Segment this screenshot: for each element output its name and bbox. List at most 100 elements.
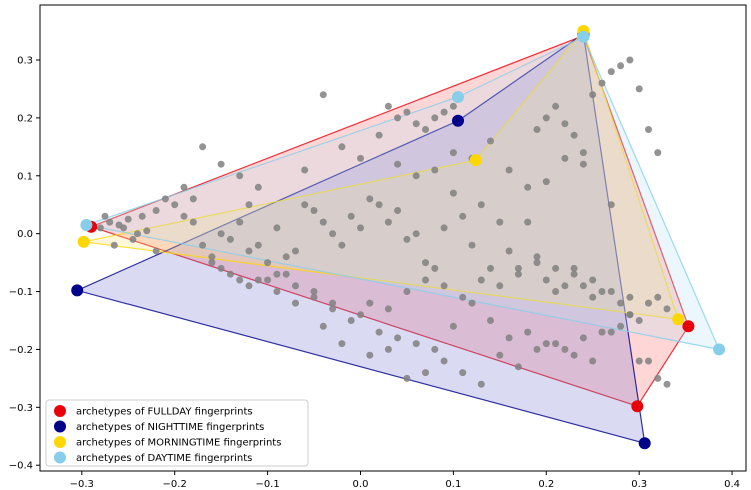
data-point xyxy=(310,207,318,214)
data-point xyxy=(645,126,652,133)
x-tick-label: 0.0 xyxy=(353,479,369,490)
data-point xyxy=(273,288,281,295)
data-point xyxy=(449,322,457,330)
data-point xyxy=(292,247,299,255)
data-point xyxy=(607,288,615,295)
data-point xyxy=(384,345,392,353)
data-point xyxy=(375,131,383,139)
data-point xyxy=(366,299,374,307)
data-point xyxy=(138,212,146,220)
data-point xyxy=(264,276,272,284)
data-point xyxy=(101,212,109,220)
data-point xyxy=(338,241,346,249)
data-point xyxy=(477,201,485,209)
legend-marker-1 xyxy=(54,420,66,433)
data-point xyxy=(626,311,634,319)
y-tick-label: 0.2 xyxy=(17,113,33,124)
data-point xyxy=(319,322,327,330)
data-point xyxy=(468,299,476,307)
data-point xyxy=(254,241,262,249)
data-point xyxy=(282,270,290,278)
data-point xyxy=(236,218,244,226)
data-point xyxy=(394,334,402,342)
data-point xyxy=(96,224,104,232)
data-point xyxy=(598,328,606,336)
data-point xyxy=(496,282,504,290)
data-point xyxy=(208,253,216,261)
data-point xyxy=(542,340,550,348)
data-point xyxy=(366,351,374,359)
data-point xyxy=(514,363,522,371)
data-point xyxy=(431,114,439,122)
data-point xyxy=(663,305,671,313)
data-point xyxy=(422,276,429,284)
data-point xyxy=(459,293,467,301)
data-point xyxy=(579,149,587,157)
data-point xyxy=(431,166,439,174)
y-axis: −0.4 −0.3 −0.2 −0.1 0.0 0.1 0.2 0.3 xyxy=(9,55,40,472)
data-point xyxy=(236,276,244,284)
data-point xyxy=(217,160,225,168)
y-tick-label: −0.2 xyxy=(9,345,33,356)
archetype-marker-1 xyxy=(638,437,651,450)
archetype-marker-1 xyxy=(452,114,464,127)
data-point xyxy=(394,160,402,168)
data-point xyxy=(561,154,569,162)
x-tick-label: −0.2 xyxy=(163,479,187,490)
x-tick-label: 0.1 xyxy=(445,479,461,490)
archetype-marker-0 xyxy=(682,320,695,333)
data-point xyxy=(412,230,420,238)
data-point xyxy=(505,334,513,342)
data-point xyxy=(487,137,494,145)
data-point xyxy=(338,340,346,348)
data-point xyxy=(106,218,114,226)
data-point xyxy=(412,340,420,348)
data-point xyxy=(626,56,634,64)
data-point xyxy=(477,276,485,284)
data-point xyxy=(329,305,337,313)
data-point xyxy=(635,357,643,365)
y-tick-label: −0.1 xyxy=(9,287,33,298)
background-points xyxy=(96,56,671,388)
data-point xyxy=(570,270,578,278)
data-point xyxy=(440,108,448,116)
data-point xyxy=(422,369,429,377)
data-point xyxy=(579,334,587,342)
data-point xyxy=(110,241,118,249)
data-point xyxy=(635,317,643,324)
data-point xyxy=(514,270,522,278)
data-point xyxy=(431,264,439,272)
data-point xyxy=(292,282,299,290)
data-point xyxy=(384,305,392,313)
data-point xyxy=(505,247,513,255)
data-point xyxy=(552,288,560,295)
data-point xyxy=(440,224,448,232)
data-point xyxy=(134,230,141,238)
data-point xyxy=(645,357,652,365)
data-point xyxy=(189,195,197,203)
legend-marker-0 xyxy=(54,405,66,417)
data-point xyxy=(120,224,128,232)
x-tick-label: 0.2 xyxy=(538,479,554,490)
data-point xyxy=(459,369,467,377)
data-point xyxy=(617,322,625,330)
data-point xyxy=(505,166,513,174)
data-point xyxy=(412,120,420,128)
data-point xyxy=(245,247,253,255)
data-point xyxy=(217,264,225,272)
data-point xyxy=(310,288,318,295)
data-point xyxy=(561,282,569,290)
data-point xyxy=(552,102,560,110)
data-point xyxy=(533,126,541,133)
data-point xyxy=(589,91,597,99)
data-point xyxy=(579,282,587,290)
data-point xyxy=(431,345,439,353)
data-point xyxy=(422,259,429,267)
data-point xyxy=(607,201,615,209)
y-tick-label: −0.4 xyxy=(9,461,33,472)
data-point xyxy=(384,218,392,226)
data-point xyxy=(552,340,560,348)
y-tick-label: −0.3 xyxy=(9,403,33,414)
data-point xyxy=(394,207,402,214)
